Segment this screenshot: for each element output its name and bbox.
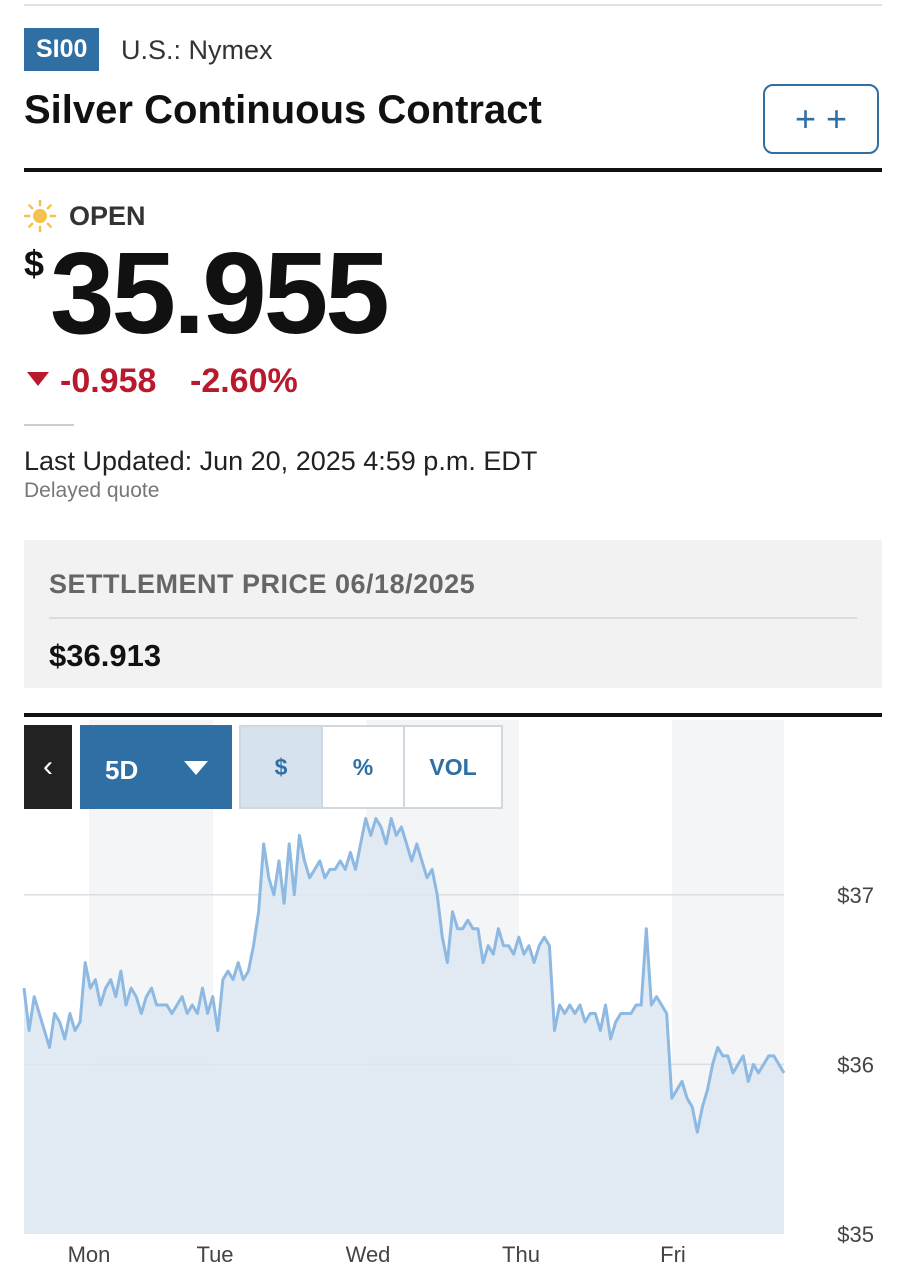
market-status: OPEN [69,201,146,231]
settlement-value: $36.913 [49,638,162,673]
chart-divider [24,713,882,717]
chart-mode-toggle: $ % VOL [239,725,503,809]
range-dropdown[interactable]: 5D [80,725,232,809]
chevron-left-icon: ‹ [43,750,53,783]
exchange-label: U.S.: Nymex [121,35,273,65]
x-tick-label: Wed [346,1242,391,1267]
quote-divider [24,424,74,426]
ticker-badge[interactable]: SI00 [24,28,100,71]
last-updated: Last Updated: Jun 20, 2025 4:59 p.m. EDT [24,446,538,476]
y-tick-label: $35 [837,1222,874,1247]
down-arrow-icon [27,372,49,386]
mode-volume-button[interactable]: VOL [429,754,477,780]
mode-percent-button[interactable]: % [323,727,405,807]
top-divider [24,4,882,6]
title-divider [24,168,882,172]
mode-price-button[interactable]: $ [241,727,323,807]
currency-symbol: $ [24,243,45,284]
x-tick-label: Mon [68,1242,111,1267]
price-change: -0.958 [60,362,157,400]
y-tick-label: $36 [837,1052,874,1077]
settlement-label: SETTLEMENT PRICE 06/18/2025 [49,569,476,599]
range-label: 5D [105,755,139,785]
price-area [24,818,784,1234]
price-change-percent: -2.60% [190,362,298,400]
chart-back-button[interactable]: ‹ [24,725,72,809]
sun-icon [23,199,57,233]
caret-down-icon [184,761,208,775]
settlement-divider [49,617,857,619]
price-line [22,817,786,1134]
settlement-panel: SETTLEMENT PRICE 06/18/2025 $36.913 [24,540,882,688]
last-price: 35.955 [50,228,390,358]
page-title: Silver Continuous Contract [24,88,542,132]
delay-note: Delayed quote [24,479,160,502]
add-to-watchlist-button[interactable]: + + [763,84,879,154]
y-tick-label: $37 [837,883,874,908]
x-tick-label: Thu [502,1242,540,1267]
x-tick-label: Fri [660,1242,686,1267]
x-tick-label: Tue [196,1242,233,1267]
